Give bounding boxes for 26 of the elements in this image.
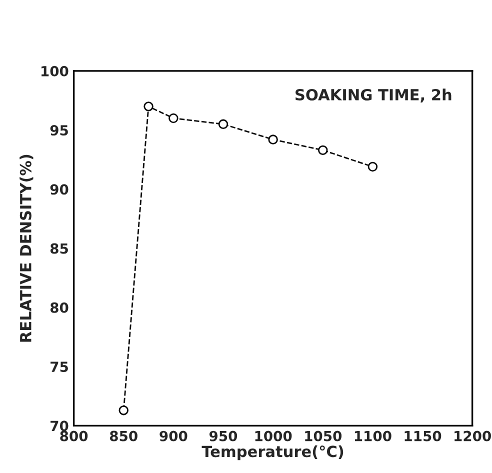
point: [144, 102, 154, 112]
x-tick-label: 1100: [354, 430, 392, 442]
x-tick-label: 850: [110, 430, 138, 442]
y-tick-label: 95: [50, 125, 68, 136]
y-tick-label: 100: [42, 66, 68, 76]
x-tick-label: 1000: [255, 430, 292, 442]
point: [118, 405, 128, 416]
point: [368, 162, 378, 172]
y-axis-title: RELATIVE DENSITY(%): [20, 154, 34, 342]
y-tick-label: 85: [50, 243, 68, 254]
x-tick-label: 900: [160, 430, 188, 442]
x-tick-label: 1050: [305, 430, 342, 442]
point: [218, 119, 228, 130]
point: [168, 113, 178, 124]
point: [318, 145, 328, 156]
annotation: SOAKING TIME, 2h: [296, 88, 452, 102]
x-tick-label: 1200: [454, 430, 491, 442]
x-tick-label: 1150: [404, 430, 442, 442]
point: [268, 134, 278, 144]
y-tick-label: 70: [50, 420, 68, 432]
x-axis-title: Temperature(°C): [202, 445, 344, 460]
y-tick-label: 75: [50, 362, 68, 372]
x-tick-label: 950: [209, 430, 238, 442]
y-tick-label: 90: [50, 184, 68, 195]
y-tick-label: 80: [50, 302, 68, 313]
x-tick-label: 800: [60, 430, 88, 442]
